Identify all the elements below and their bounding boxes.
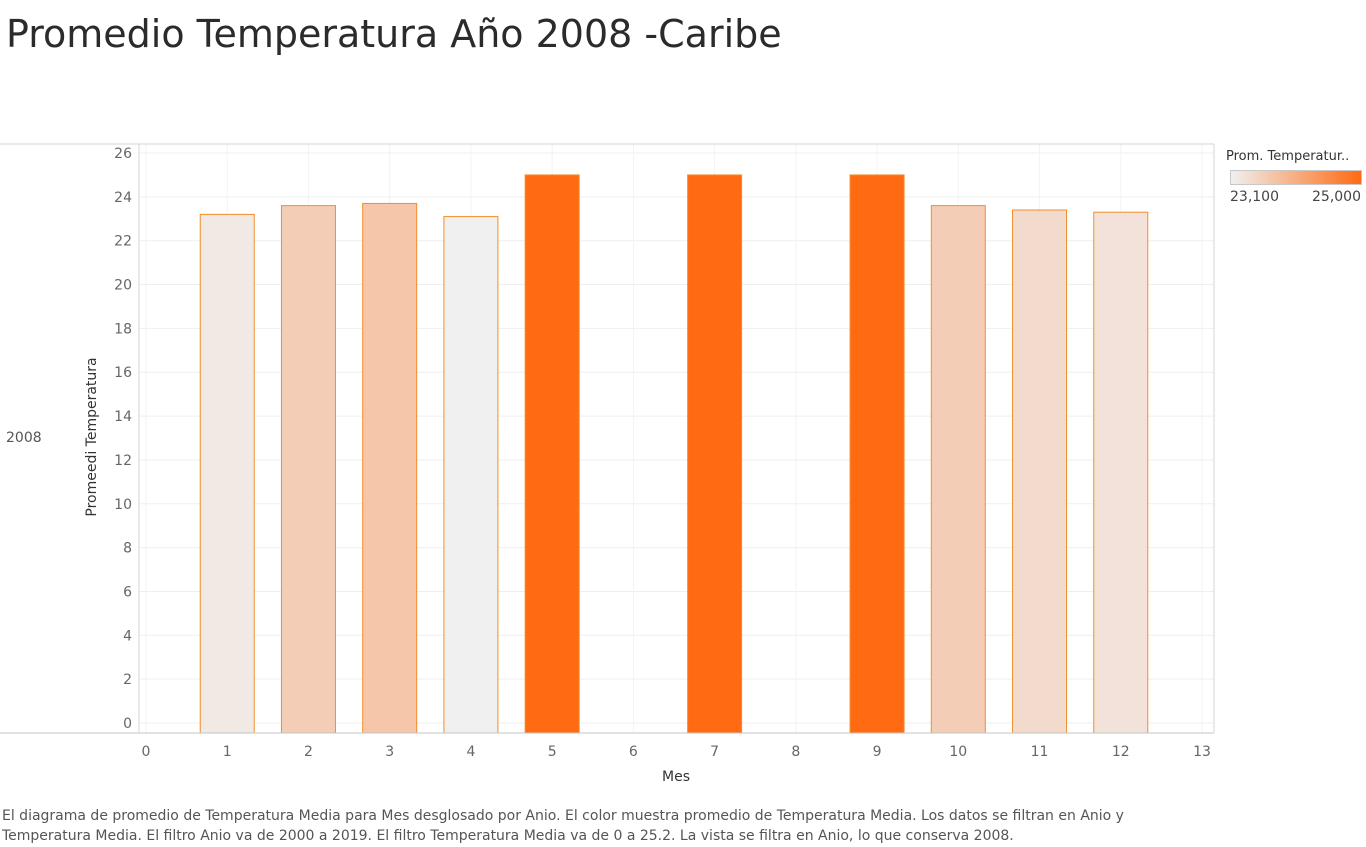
legend-title: Prom. Temperatur.. [1226, 149, 1350, 164]
bar-mes-1[interactable] [199, 213, 255, 734]
x-tick-label: 7 [710, 744, 719, 760]
bar-mes-7[interactable] [687, 174, 743, 734]
y-tick-label: 18 [114, 321, 132, 337]
legend-color-ramp[interactable] [1230, 170, 1362, 185]
x-tick-label: 6 [629, 744, 638, 760]
x-tick-label: 5 [548, 744, 557, 760]
bar-mes-3[interactable] [362, 202, 418, 734]
y-tick-label: 20 [114, 278, 132, 294]
x-tick-label: 8 [791, 744, 800, 760]
x-tick-label: 2 [304, 744, 313, 760]
x-tick-label: 1 [223, 744, 232, 760]
bar-mes-9[interactable] [849, 174, 905, 734]
bar-mes-5[interactable] [524, 174, 580, 734]
y-tick-label: 4 [123, 628, 132, 644]
x-tick-label: 0 [142, 744, 151, 760]
y-tick-label: 24 [114, 190, 132, 206]
bars-layer [199, 174, 1149, 734]
legend-min-label: 23,100 [1230, 189, 1279, 205]
bar-mes-4[interactable] [443, 216, 499, 734]
x-tick-label: 3 [385, 744, 394, 760]
y-tick-label: 22 [114, 234, 132, 250]
x-tick-label: 4 [466, 744, 475, 760]
y-tick-label: 0 [123, 716, 132, 732]
y-tick-label: 16 [114, 365, 132, 381]
y-tick-label: 12 [114, 453, 132, 469]
bar-mes-2[interactable] [280, 205, 336, 734]
y-tick-label: 6 [123, 584, 132, 600]
legend-max-label: 25,000 [1312, 189, 1361, 205]
x-tick-label: 11 [1031, 744, 1049, 760]
y-tick-label: 8 [123, 541, 132, 557]
y-tick-label: 14 [114, 409, 132, 425]
x-axis-title: Mes [662, 769, 690, 785]
row-header-year: 2008 [6, 430, 42, 446]
y-tick-label: 26 [114, 146, 132, 162]
x-tick-label: 13 [1193, 744, 1211, 760]
x-tick-label: 12 [1112, 744, 1130, 760]
x-tick-label: 9 [873, 744, 882, 760]
x-tick-label: 10 [949, 744, 967, 760]
bar-mes-12[interactable] [1093, 211, 1149, 734]
bar-mes-10[interactable] [930, 205, 986, 734]
y-tick-label: 2 [123, 672, 132, 688]
chart-title: Promedio Temperatura Año 2008 -Caribe [6, 12, 782, 56]
y-tick-label: 10 [114, 497, 132, 513]
chart-caption: El diagrama de promedio de Temperatura M… [2, 808, 1124, 844]
bar-mes-11[interactable] [1012, 209, 1068, 734]
